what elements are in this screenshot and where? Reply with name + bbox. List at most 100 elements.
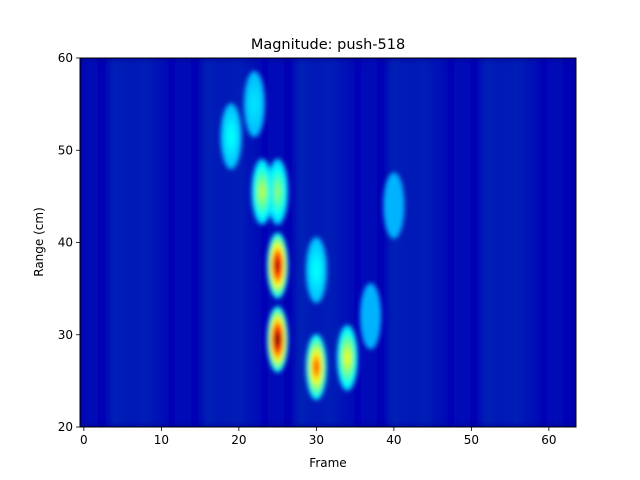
streak bbox=[507, 58, 513, 427]
hotspot-level bbox=[313, 361, 319, 374]
streak bbox=[282, 58, 288, 427]
streak bbox=[151, 58, 157, 427]
hotspot-level bbox=[251, 98, 257, 111]
streak bbox=[468, 58, 474, 427]
streak bbox=[344, 58, 350, 427]
streak bbox=[554, 58, 560, 427]
streak bbox=[391, 58, 397, 427]
streak bbox=[120, 58, 126, 427]
hotspot-level bbox=[313, 264, 319, 277]
hotspot-blobs bbox=[220, 71, 405, 401]
hotspot bbox=[243, 71, 265, 138]
streak bbox=[406, 58, 412, 427]
hotspot bbox=[220, 103, 242, 170]
x-tick-label: 40 bbox=[386, 433, 401, 447]
hotspot-level bbox=[344, 351, 350, 364]
y-tick-label: 40 bbox=[58, 236, 73, 250]
y-axis: 20 30 40 50 60 bbox=[58, 51, 80, 434]
hotspot bbox=[267, 232, 289, 299]
streak bbox=[492, 58, 498, 427]
hotspot-level bbox=[275, 333, 281, 346]
hotspot bbox=[383, 172, 405, 239]
streak bbox=[430, 58, 436, 427]
streak bbox=[205, 58, 211, 427]
streak bbox=[135, 58, 141, 427]
x-tick-label: 50 bbox=[464, 433, 479, 447]
x-tick-label: 20 bbox=[231, 433, 246, 447]
streak bbox=[306, 58, 312, 427]
streak bbox=[523, 58, 529, 427]
streak bbox=[399, 58, 405, 427]
streak bbox=[228, 58, 234, 427]
streak bbox=[445, 58, 451, 427]
streak bbox=[158, 58, 164, 427]
streak bbox=[182, 58, 188, 427]
streak bbox=[298, 58, 304, 427]
streak bbox=[290, 58, 296, 427]
streak bbox=[321, 58, 327, 427]
hotspot-level bbox=[391, 199, 397, 212]
y-tick-label: 50 bbox=[58, 143, 73, 157]
streak bbox=[267, 58, 273, 427]
streak bbox=[96, 58, 102, 427]
x-axis-label: Frame bbox=[309, 456, 346, 470]
streak bbox=[561, 58, 567, 427]
hotspot-level bbox=[275, 259, 281, 272]
hotspot-level bbox=[228, 130, 234, 143]
streak bbox=[81, 58, 87, 427]
streak bbox=[174, 58, 180, 427]
streak bbox=[166, 58, 172, 427]
streak bbox=[484, 58, 490, 427]
streak bbox=[368, 58, 374, 427]
streak bbox=[213, 58, 219, 427]
streak bbox=[461, 58, 467, 427]
hotspot bbox=[336, 324, 358, 391]
hotspot bbox=[267, 306, 289, 373]
streak bbox=[251, 58, 257, 427]
x-tick-label: 10 bbox=[154, 433, 169, 447]
streak bbox=[329, 58, 335, 427]
heatmap-area bbox=[80, 58, 576, 427]
streak bbox=[104, 58, 110, 427]
streak bbox=[515, 58, 521, 427]
streak bbox=[189, 58, 195, 427]
streak bbox=[538, 58, 544, 427]
streak bbox=[569, 58, 575, 427]
y-axis-label: Range (cm) bbox=[32, 207, 46, 277]
x-tick-label: 30 bbox=[309, 433, 324, 447]
hotspot-level bbox=[259, 185, 265, 198]
hotspot-level bbox=[368, 310, 374, 323]
hotspot bbox=[267, 158, 289, 225]
streak bbox=[197, 58, 203, 427]
y-tick-label: 20 bbox=[58, 420, 73, 434]
y-tick-label: 60 bbox=[58, 51, 73, 65]
streak bbox=[546, 58, 552, 427]
streak bbox=[422, 58, 428, 427]
streak bbox=[453, 58, 459, 427]
chart-title: Magnitude: push-518 bbox=[251, 37, 405, 53]
streak bbox=[337, 58, 343, 427]
x-tick-label: 60 bbox=[541, 433, 556, 447]
streak bbox=[112, 58, 118, 427]
streak bbox=[383, 58, 389, 427]
streak bbox=[127, 58, 133, 427]
streak bbox=[89, 58, 95, 427]
streak bbox=[530, 58, 536, 427]
x-axis: 0 10 20 30 40 50 60 bbox=[80, 427, 557, 447]
hotspot bbox=[251, 158, 273, 225]
streak bbox=[259, 58, 265, 427]
background-streaks bbox=[81, 58, 575, 427]
streak bbox=[143, 58, 149, 427]
streak bbox=[236, 58, 242, 427]
streak bbox=[352, 58, 358, 427]
streak bbox=[220, 58, 226, 427]
streak bbox=[499, 58, 505, 427]
hotspot bbox=[360, 283, 382, 350]
streak bbox=[375, 58, 381, 427]
streak bbox=[244, 58, 250, 427]
hotspot bbox=[305, 237, 327, 304]
hotspot-level bbox=[275, 185, 281, 198]
streak bbox=[437, 58, 443, 427]
streak bbox=[360, 58, 366, 427]
